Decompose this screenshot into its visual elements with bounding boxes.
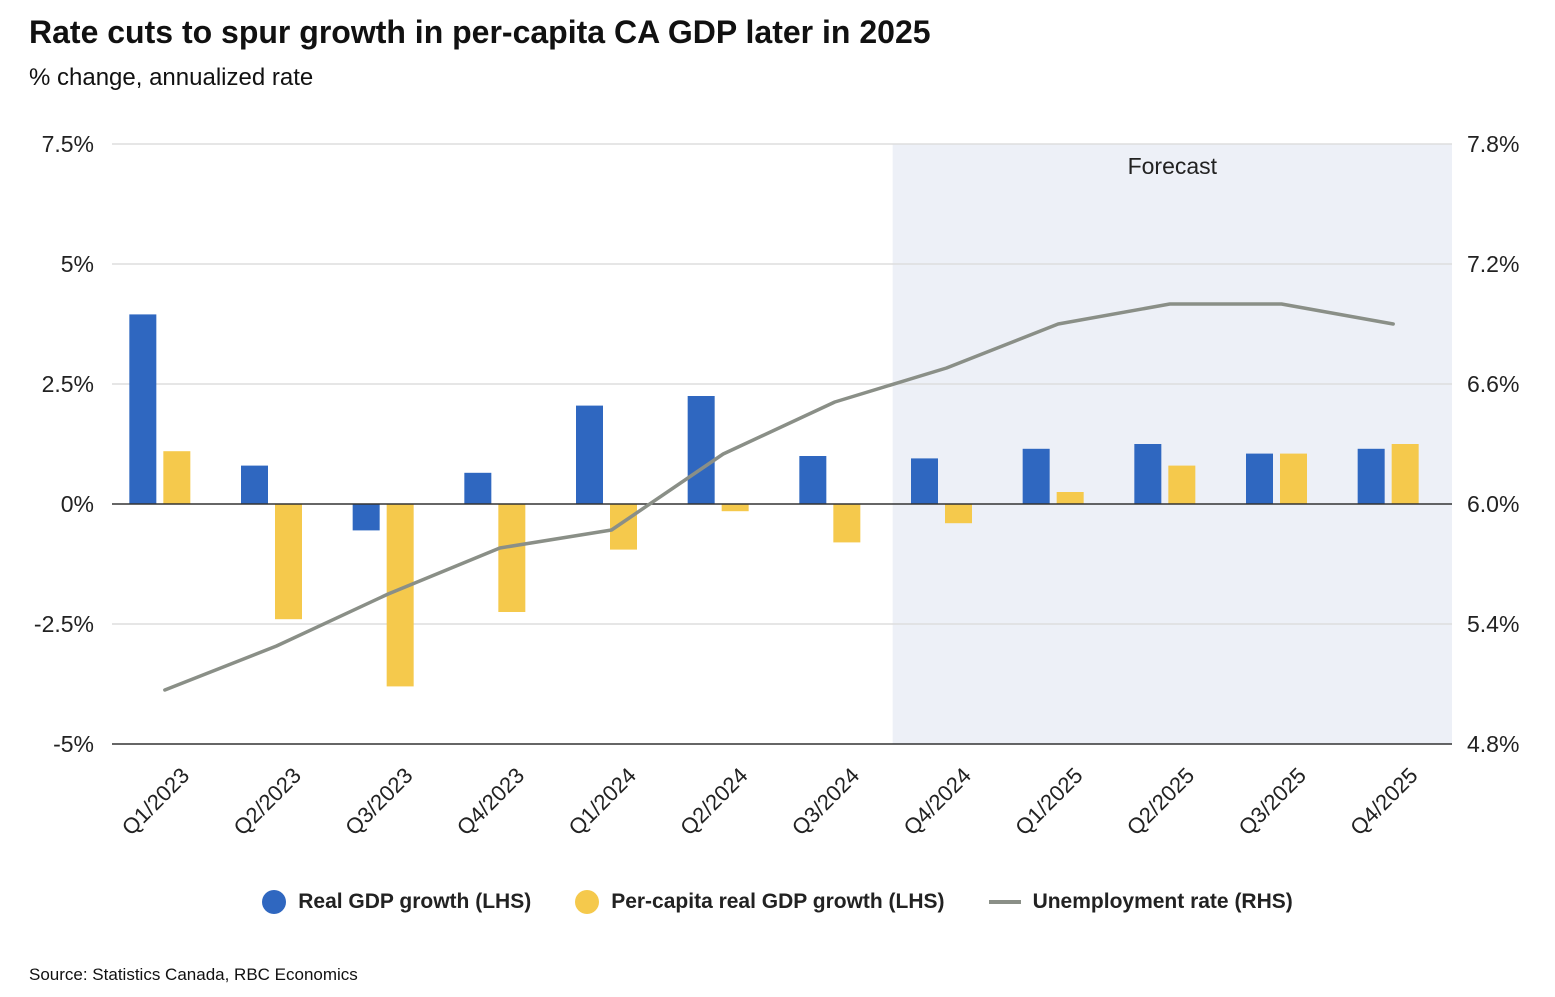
combo-chart: Forecast 7.5% 5% 2.5% 0% -2.5% -5% 7.8% 7.2% 6.6%…	[34, 131, 1520, 840]
bar-per-capita-gdp	[386, 504, 414, 687]
x-tick-label: Q2/2023	[229, 763, 306, 840]
bar-real-gdp	[1246, 453, 1273, 504]
x-tick-label: Q4/2025	[1345, 763, 1422, 840]
x-tick-label: Q1/2025	[1010, 763, 1087, 840]
y-right-tick-label: 6.0%	[1467, 491, 1519, 517]
bar-real-gdp	[687, 396, 715, 504]
legend-label-real-gdp: Real GDP growth (LHS)	[298, 890, 532, 913]
legend: Real GDP growth (LHS) Per-capita real GD…	[0, 890, 1555, 914]
x-tick-label: Q2/2024	[675, 763, 752, 840]
x-tick-label: Q4/2023	[452, 763, 529, 840]
bar-per-capita-gdp	[1168, 465, 1196, 504]
y-left-tick-label: 5%	[61, 251, 94, 277]
bar-real-gdp	[799, 456, 827, 504]
legend-swatch-yellow	[575, 890, 600, 914]
legend-item-real-gdp: Real GDP growth (LHS)	[262, 890, 531, 914]
bar-per-capita-gdp	[945, 504, 972, 524]
bar-per-capita-gdp	[1391, 444, 1419, 504]
x-tick-label: Q4/2024	[899, 763, 976, 840]
y-left-tick-label: -2.5%	[34, 611, 94, 637]
bar-per-capita-gdp	[721, 504, 749, 512]
y-right-tick-label: 6.6%	[1467, 371, 1519, 397]
bar-real-gdp	[1357, 448, 1385, 504]
x-tick-label: Q1/2023	[117, 763, 194, 840]
forecast-label: Forecast	[1128, 153, 1218, 179]
bar-real-gdp	[1022, 448, 1050, 504]
legend-swatch-line	[988, 900, 1021, 904]
y-right-tick-label: 4.8%	[1467, 731, 1519, 757]
x-tick-label: Q3/2025	[1234, 763, 1311, 840]
bar-real-gdp	[464, 472, 492, 504]
bar-real-gdp	[352, 504, 380, 531]
bar-real-gdp	[576, 405, 603, 504]
bar-per-capita-gdp	[275, 504, 302, 620]
chart-subtitle: % change, annualized rate	[29, 64, 314, 91]
y-left-tick-label: -5%	[53, 731, 94, 757]
y-left-tick-label: 2.5%	[42, 371, 94, 397]
bar-per-capita-gdp	[498, 504, 526, 612]
y-left-tick-label: 7.5%	[42, 131, 94, 157]
y-left-tick-label: 0%	[61, 491, 94, 517]
y-right-tick-label: 7.8%	[1467, 131, 1519, 157]
x-tick-label: Q1/2024	[564, 763, 641, 840]
legend-item-per-capita-gdp: Per-capita real GDP growth (LHS)	[575, 890, 945, 914]
bar-per-capita-gdp	[1280, 453, 1307, 504]
bar-per-capita-gdp	[163, 451, 191, 504]
bar-real-gdp	[911, 458, 938, 504]
legend-swatch-blue	[262, 890, 287, 914]
chart-title: Rate cuts to spur growth in per-capita C…	[29, 14, 931, 50]
bar-real-gdp	[129, 314, 157, 504]
legend-label-per-capita-gdp: Per-capita real GDP growth (LHS)	[611, 890, 945, 913]
unemployment-line	[163, 302, 1395, 692]
bar-per-capita-gdp	[1056, 492, 1084, 504]
bar-real-gdp	[1134, 444, 1162, 504]
x-tick-label: Q3/2023	[340, 763, 417, 840]
x-tick-label: Q3/2024	[787, 763, 864, 840]
forecast-region	[892, 144, 1452, 744]
source-note: Source: Statistics Canada, RBC Economics	[29, 965, 358, 984]
x-tick-label: Q2/2025	[1122, 763, 1199, 840]
legend-label-unemployment: Unemployment rate (RHS)	[1032, 890, 1293, 913]
bar-real-gdp	[241, 465, 268, 504]
y-right-tick-label: 5.4%	[1467, 611, 1519, 637]
legend-item-unemployment: Unemployment rate (RHS)	[988, 890, 1293, 914]
y-right-tick-label: 7.2%	[1467, 251, 1519, 277]
bar-per-capita-gdp	[833, 504, 861, 543]
